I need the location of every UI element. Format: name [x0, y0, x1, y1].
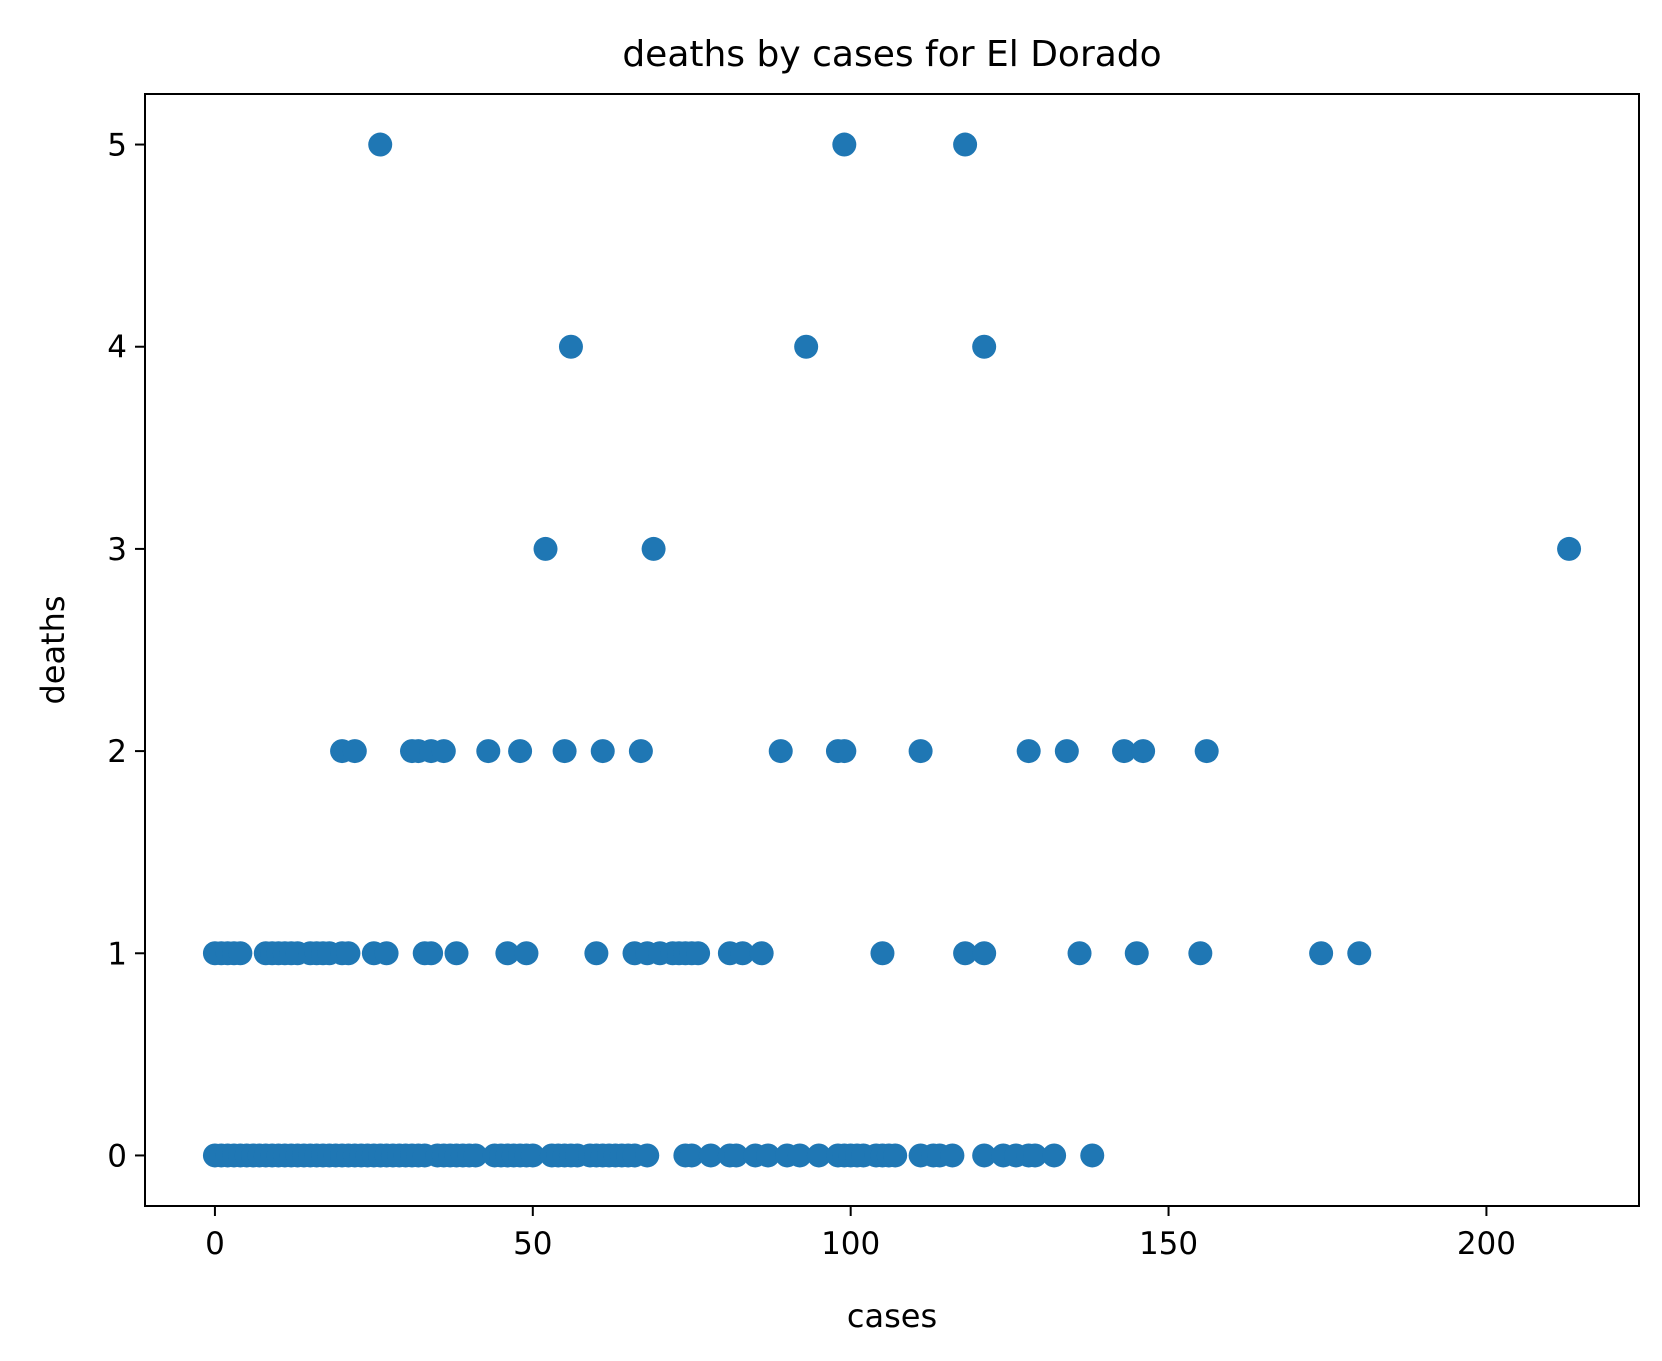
data-point	[476, 739, 501, 764]
data-point	[908, 739, 933, 764]
data-point	[1309, 941, 1334, 966]
data-point	[1557, 536, 1582, 561]
data-point	[972, 334, 997, 359]
data-point	[419, 941, 444, 966]
y-tick-label: 4	[107, 330, 127, 366]
plot-frame	[144, 93, 1640, 1207]
data-point	[342, 739, 367, 764]
y-tick-label: 5	[107, 128, 127, 164]
data-point	[552, 739, 577, 764]
data-point	[336, 941, 361, 966]
data-point	[508, 739, 533, 764]
y-axis-ticks: 0 1 2 3 4 5	[107, 128, 145, 1174]
data-point	[724, 1143, 749, 1168]
data-point	[698, 1143, 723, 1168]
x-tick-label: 150	[1139, 1226, 1198, 1262]
data-point	[756, 1143, 781, 1168]
x-tick-label: 100	[821, 1226, 880, 1262]
data-point	[1054, 739, 1079, 764]
data-point	[514, 941, 539, 966]
data-point	[628, 739, 653, 764]
data-point	[832, 132, 857, 157]
data-point	[431, 739, 456, 764]
data-point	[730, 941, 755, 966]
x-tick-label: 0	[205, 1226, 225, 1262]
data-point	[463, 1143, 488, 1168]
x-tick-label: 50	[513, 1226, 552, 1262]
data-point	[368, 132, 393, 157]
data-point	[883, 1143, 908, 1168]
data-point	[1016, 739, 1041, 764]
data-point	[1023, 1143, 1048, 1168]
data-point	[1194, 739, 1219, 764]
data-point	[444, 941, 469, 966]
data-point	[749, 941, 774, 966]
data-point	[679, 1143, 704, 1168]
data-point	[1067, 941, 1092, 966]
data-point	[787, 1143, 812, 1168]
data-point	[495, 941, 520, 966]
data-point	[1042, 1143, 1067, 1168]
data-point	[590, 739, 615, 764]
data-point	[953, 132, 978, 157]
data-point	[558, 334, 583, 359]
data-point	[806, 1143, 831, 1168]
y-tick-label: 2	[107, 734, 127, 770]
data-point	[1131, 739, 1156, 764]
data-point	[1347, 941, 1372, 966]
x-axis-ticks: 0 50 100 150 200	[205, 1206, 1516, 1262]
data-point	[832, 739, 857, 764]
y-tick-label: 1	[107, 936, 127, 972]
data-point	[953, 941, 978, 966]
y-tick-label: 3	[107, 532, 127, 568]
data-point	[374, 941, 399, 966]
data-point	[228, 941, 253, 966]
data-point	[641, 536, 666, 561]
data-point	[584, 941, 609, 966]
data-point	[686, 941, 711, 966]
chart-title: deaths by cases for El Dorado	[622, 34, 1161, 75]
data-point	[533, 536, 558, 561]
data-point	[972, 941, 997, 966]
data-point	[1112, 739, 1137, 764]
x-axis-label: cases	[847, 1297, 937, 1335]
data-point	[635, 1143, 660, 1168]
data-points	[202, 132, 1582, 1168]
x-tick-label: 200	[1457, 1226, 1516, 1262]
y-axis-label: deaths	[34, 595, 72, 704]
data-point	[794, 334, 819, 359]
y-tick-label: 0	[107, 1138, 127, 1174]
data-point	[768, 739, 793, 764]
data-point	[972, 1143, 997, 1168]
data-point	[1080, 1143, 1105, 1168]
data-point	[1188, 941, 1213, 966]
data-point	[520, 1143, 545, 1168]
data-point	[1124, 941, 1149, 966]
data-point	[940, 1143, 965, 1168]
data-point	[870, 941, 895, 966]
